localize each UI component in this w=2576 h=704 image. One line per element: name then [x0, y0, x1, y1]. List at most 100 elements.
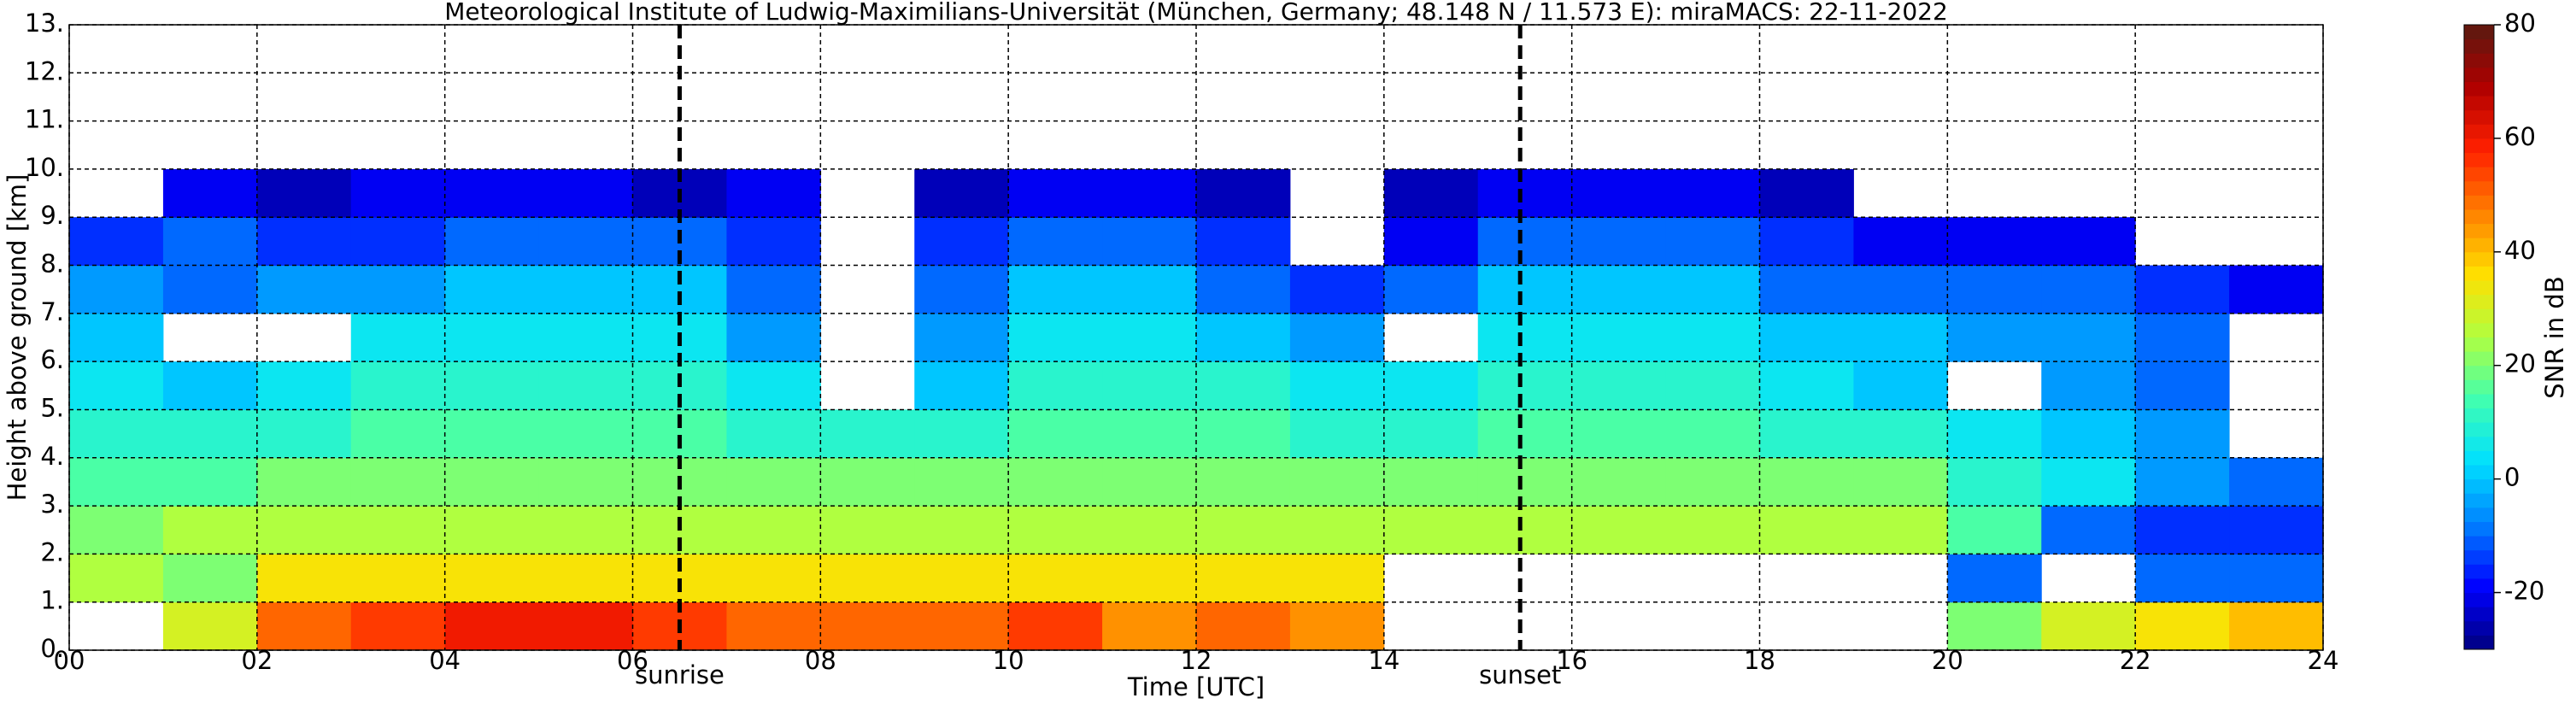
heatmap-cell [2135, 554, 2230, 603]
heatmap-cell [2229, 554, 2324, 603]
heatmap-cell [2229, 601, 2324, 651]
heatmap-cell [1853, 506, 1948, 554]
heatmap-cell [914, 265, 1009, 314]
colorbar-label: SNR in dB [2540, 276, 2569, 398]
colorbar-swatch [2464, 223, 2494, 238]
heatmap-cell [69, 313, 164, 362]
heatmap-cell [162, 361, 258, 410]
heatmap-cell [69, 506, 164, 554]
colorbar-swatch [2464, 607, 2494, 622]
heatmap-cell [1571, 361, 1667, 410]
heatmap-cell [1102, 168, 1197, 218]
y-tick-label: 10. [25, 153, 64, 182]
colorbar-swatch [2464, 67, 2494, 82]
heatmap-cell [726, 313, 821, 362]
heatmap-cell [2041, 409, 2136, 459]
heatmap-cell [1383, 506, 1479, 554]
heatmap-cell [1571, 506, 1667, 554]
heatmap-cell [1665, 168, 1760, 218]
heatmap-cell [1759, 361, 1854, 410]
heatmap-cell [1853, 409, 1948, 459]
heatmap-cell [914, 554, 1009, 603]
colorbar-swatch [2464, 180, 2494, 196]
heatmap-cell [350, 217, 446, 267]
colorbar-swatch [2464, 507, 2494, 522]
colorbar-tick-label: 20 [2504, 349, 2536, 378]
colorbar-swatch [2464, 294, 2494, 309]
heatmap-cell [1102, 361, 1197, 410]
heatmap-cell [1477, 361, 1573, 410]
heatmap-cell [1947, 457, 2042, 507]
heatmap-cell [914, 457, 1009, 507]
heatmap-cell [538, 265, 633, 314]
heatmap-cell [444, 217, 540, 267]
heatmap-cell [1477, 217, 1573, 267]
heatmap-cell [444, 409, 540, 459]
heatmap-cell [256, 217, 352, 267]
colorbar-swatch [2464, 251, 2494, 267]
colorbar-swatch [2464, 450, 2494, 466]
heatmap-cell [2041, 506, 2136, 554]
heatmap-cell [1477, 168, 1573, 218]
heatmap-cell [1853, 217, 1948, 267]
heatmap-cell [1196, 361, 1291, 410]
heatmap-cell [162, 601, 258, 651]
heatmap-cell [538, 554, 633, 603]
heatmap-cell [1289, 554, 1385, 603]
colorbar-swatch [2464, 408, 2494, 423]
heatmap-cell [1665, 457, 1760, 507]
heatmap-cell [2229, 265, 2324, 314]
colorbar-swatch [2464, 620, 2494, 636]
heatmap-cell [1008, 554, 1103, 603]
heatmap-cell [820, 409, 915, 459]
colorbar-swatch [2464, 365, 2494, 380]
heatmap-cell [726, 265, 821, 314]
colorbar-tick-label: 60 [2504, 122, 2536, 151]
heatmap-cell [2041, 313, 2136, 362]
heatmap-cell [538, 168, 633, 218]
heatmap-cell [538, 457, 633, 507]
colorbar-swatch [2464, 436, 2494, 451]
heatmap-cell [1947, 601, 2042, 651]
heatmap-cell [2041, 601, 2136, 651]
heatmap-cell [1102, 554, 1197, 603]
heatmap-cell [1477, 265, 1573, 314]
heatmap-cell [1853, 457, 1948, 507]
heatmap-cell [350, 265, 446, 314]
heatmap-cell [350, 506, 446, 554]
y-tick-label: 8. [40, 249, 64, 279]
heatmap-cell [1853, 265, 1948, 314]
heatmap-cell [350, 409, 446, 459]
heatmap-cell [162, 168, 258, 218]
heatmap-cell [914, 361, 1009, 410]
heatmap-cell [256, 554, 352, 603]
heatmap-cell [444, 361, 540, 410]
colorbar-swatch [2464, 592, 2494, 607]
heatmap-cell [1853, 313, 1948, 362]
heatmap-cell [726, 506, 821, 554]
heatmap-cell [726, 409, 821, 459]
colorbar-tick-label: 40 [2504, 236, 2536, 265]
heatmap-cell [1196, 313, 1291, 362]
heatmap-cell [350, 361, 446, 410]
y-tick-label: 11. [25, 105, 64, 134]
heatmap-cell [1383, 361, 1479, 410]
annotation-label: sunrise [635, 660, 725, 689]
heatmap-cell [1571, 313, 1667, 362]
colorbar-swatch [2464, 53, 2494, 68]
heatmap-cell [1759, 457, 1854, 507]
heatmap-cell [2041, 457, 2136, 507]
heatmap-cell [1008, 601, 1103, 651]
heatmap-cell [1196, 457, 1291, 507]
heatmap-cell [2135, 409, 2230, 459]
heatmap-cell [69, 409, 164, 459]
heatmap-cell [820, 457, 915, 507]
heatmap-cell [1759, 217, 1854, 267]
heatmap-cell [2041, 265, 2136, 314]
heatmap-cell [256, 361, 352, 410]
heatmap-cell [2135, 313, 2230, 362]
colorbar-swatch [2464, 38, 2494, 54]
heatmap-cell [726, 554, 821, 603]
heatmap-cell [1008, 361, 1103, 410]
heatmap-cell [1102, 265, 1197, 314]
